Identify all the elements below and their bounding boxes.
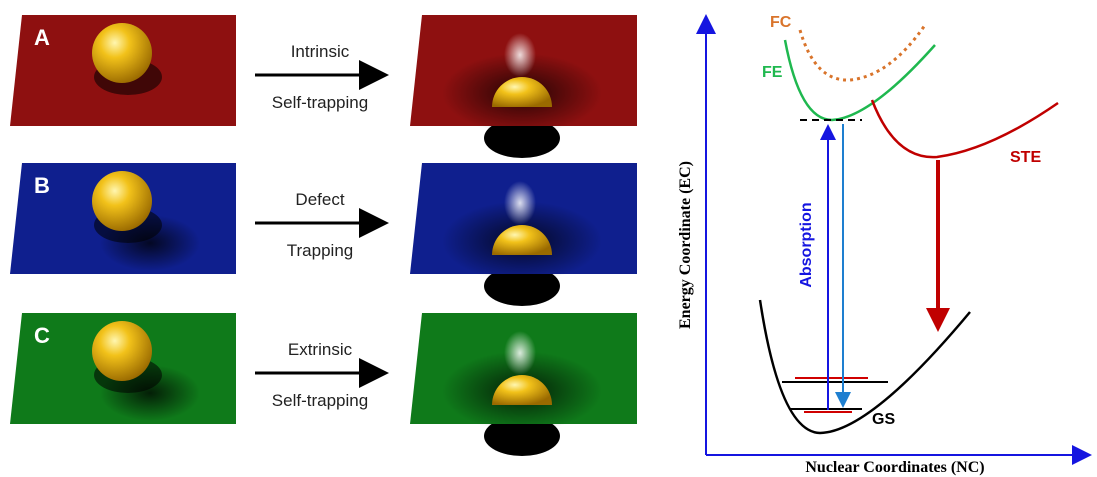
y-axis-title: Energy Coordinate (EC) bbox=[677, 161, 694, 329]
x-axis-title: Nuclear Coordinates (NC) bbox=[805, 459, 984, 476]
arrow-text: Trapping bbox=[287, 241, 353, 260]
sphere bbox=[92, 171, 152, 231]
panel-label: A bbox=[34, 25, 50, 50]
panels: A Intrinsic Self-trapping B Defect Trapping C E… bbox=[10, 15, 637, 456]
absorption-label: Absorption bbox=[798, 202, 815, 287]
arrow-text: Intrinsic bbox=[291, 42, 350, 61]
arrow-text: Extrinsic bbox=[288, 340, 353, 359]
energy-diagram: Absorption FC FE STE GS Energy Coordinat… bbox=[677, 14, 1088, 476]
fc-label: FC bbox=[770, 14, 792, 31]
sphere bbox=[92, 321, 152, 381]
fc-curve bbox=[800, 25, 925, 80]
glow bbox=[504, 181, 536, 225]
fe-label: FE bbox=[762, 64, 783, 81]
sphere bbox=[92, 23, 152, 83]
glow bbox=[504, 33, 536, 77]
arrow-text: Self-trapping bbox=[272, 391, 368, 410]
arrow-text: Self-trapping bbox=[272, 93, 368, 112]
gs-label: GS bbox=[872, 411, 895, 428]
glow bbox=[504, 331, 536, 375]
arrow-text: Defect bbox=[295, 190, 344, 209]
ste-label: STE bbox=[1010, 149, 1041, 166]
panel-label: B bbox=[34, 173, 50, 198]
panel-label: C bbox=[34, 323, 50, 348]
figure: A Intrinsic Self-trapping B Defect Trapping C E… bbox=[0, 0, 1097, 477]
